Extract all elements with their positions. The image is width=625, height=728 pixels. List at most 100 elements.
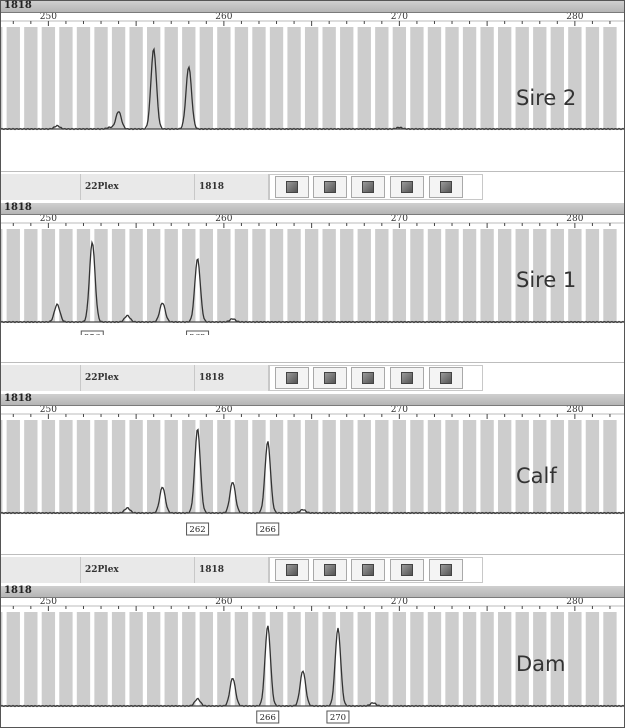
bin-band bbox=[410, 229, 424, 322]
bin-band bbox=[6, 27, 20, 129]
bin-band bbox=[392, 229, 407, 322]
bin-band bbox=[164, 420, 178, 513]
strip-button[interactable] bbox=[351, 559, 385, 581]
bin-band bbox=[94, 27, 108, 129]
toolbar-strip-1: 22Plex 1818 bbox=[1, 171, 624, 202]
square-icon bbox=[401, 564, 413, 576]
bin-band bbox=[462, 27, 477, 129]
bin-band bbox=[287, 27, 301, 129]
x-tick-label: 260 bbox=[215, 215, 232, 224]
x-tick-label: 270 bbox=[391, 406, 408, 415]
bin-band bbox=[427, 27, 442, 129]
bin-band bbox=[111, 27, 126, 129]
bin-band bbox=[129, 27, 143, 129]
bin-band bbox=[427, 612, 442, 706]
strip-cell-blank bbox=[1, 557, 81, 583]
strip-button[interactable] bbox=[429, 367, 463, 389]
strip-button[interactable] bbox=[390, 176, 424, 198]
strip-button[interactable] bbox=[390, 559, 424, 581]
square-icon bbox=[286, 372, 298, 384]
bin-band bbox=[357, 420, 371, 513]
bin-band bbox=[585, 612, 600, 706]
bin-band bbox=[24, 27, 38, 129]
allele-box bbox=[256, 710, 280, 724]
bin-band bbox=[59, 27, 73, 129]
strip-kit: 22Plex bbox=[81, 557, 195, 583]
x-tick-label: 260 bbox=[215, 406, 232, 415]
bin-band bbox=[603, 420, 617, 513]
strip-marker: 1818 bbox=[195, 365, 269, 391]
bin-band bbox=[357, 27, 371, 129]
x-tick-label: 250 bbox=[40, 215, 57, 224]
bin-band bbox=[427, 420, 442, 513]
strip-button[interactable] bbox=[275, 367, 309, 389]
bin-band bbox=[550, 612, 564, 706]
allele-label: 262 bbox=[189, 525, 205, 535]
bin-band bbox=[252, 612, 266, 706]
bin-band bbox=[217, 229, 231, 322]
bin-band bbox=[340, 420, 354, 513]
square-icon bbox=[362, 181, 374, 193]
bin-band bbox=[375, 27, 389, 129]
bin-band bbox=[304, 229, 319, 322]
bin-band bbox=[94, 229, 108, 322]
strip-button[interactable] bbox=[275, 176, 309, 198]
strip-button[interactable] bbox=[313, 559, 347, 581]
bin-band bbox=[322, 229, 336, 322]
bin-band bbox=[375, 612, 389, 706]
bin-band bbox=[322, 27, 336, 129]
bin-band bbox=[480, 229, 494, 322]
bin-band bbox=[550, 229, 564, 322]
bin-band bbox=[568, 27, 582, 129]
strip-button[interactable] bbox=[275, 559, 309, 581]
bin-band bbox=[111, 420, 126, 513]
bin-band bbox=[252, 229, 266, 322]
x-tick-label: 280 bbox=[566, 598, 583, 607]
marker-label: 1818 bbox=[4, 0, 32, 11]
strip-kit: 22Plex bbox=[81, 365, 195, 391]
trace-panel-sire-1: 250 260 270 280 256 262 Sire 1 bbox=[1, 215, 624, 335]
strip-button[interactable] bbox=[313, 367, 347, 389]
bin-band bbox=[410, 420, 424, 513]
bin-band bbox=[340, 27, 354, 129]
bin-band bbox=[445, 229, 459, 322]
bin-band bbox=[533, 229, 547, 322]
bin-band bbox=[533, 612, 547, 706]
bin-band bbox=[147, 420, 161, 513]
allele-label: 262 bbox=[189, 333, 205, 335]
bin-band bbox=[480, 27, 494, 129]
strip-button[interactable] bbox=[351, 367, 385, 389]
panel-header-2: 1818 bbox=[1, 202, 624, 215]
bin-band bbox=[392, 27, 407, 129]
strip-button[interactable] bbox=[390, 367, 424, 389]
strip-cell-blank bbox=[1, 174, 81, 200]
bin-band bbox=[304, 612, 319, 706]
allele-box bbox=[326, 710, 350, 724]
bin-band bbox=[6, 420, 20, 513]
bin-band bbox=[24, 612, 38, 706]
bin-band bbox=[129, 229, 143, 322]
bin-band bbox=[147, 229, 161, 322]
marker-label: 1818 bbox=[4, 202, 32, 213]
bin-band bbox=[234, 27, 249, 129]
strip-button[interactable] bbox=[313, 176, 347, 198]
bin-band bbox=[269, 229, 284, 322]
bin-band bbox=[322, 612, 336, 706]
x-tick-label: 260 bbox=[215, 13, 232, 22]
strip-button[interactable] bbox=[429, 176, 463, 198]
bin-band bbox=[340, 229, 354, 322]
bin-band bbox=[217, 420, 231, 513]
bin-band bbox=[24, 229, 38, 322]
bin-band bbox=[357, 612, 371, 706]
strip-button[interactable] bbox=[351, 176, 385, 198]
bin-band bbox=[234, 420, 249, 513]
bin-band bbox=[24, 420, 38, 513]
trace-panel-dam: 250 260 270 280 266 270 Dam bbox=[1, 598, 624, 724]
allele-box bbox=[256, 522, 280, 536]
bin-band bbox=[410, 612, 424, 706]
bin-band bbox=[322, 420, 336, 513]
bin-band bbox=[375, 420, 389, 513]
x-tick-label: 270 bbox=[391, 13, 408, 22]
strip-button[interactable] bbox=[429, 559, 463, 581]
bin-band bbox=[304, 420, 319, 513]
